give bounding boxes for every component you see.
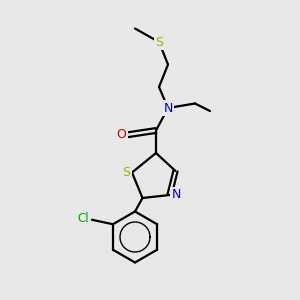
- Text: O: O: [117, 128, 126, 141]
- Text: Cl: Cl: [78, 212, 89, 225]
- Text: N: N: [171, 188, 181, 202]
- Text: N: N: [163, 101, 173, 115]
- Text: S: S: [123, 166, 130, 179]
- Text: S: S: [155, 35, 163, 49]
